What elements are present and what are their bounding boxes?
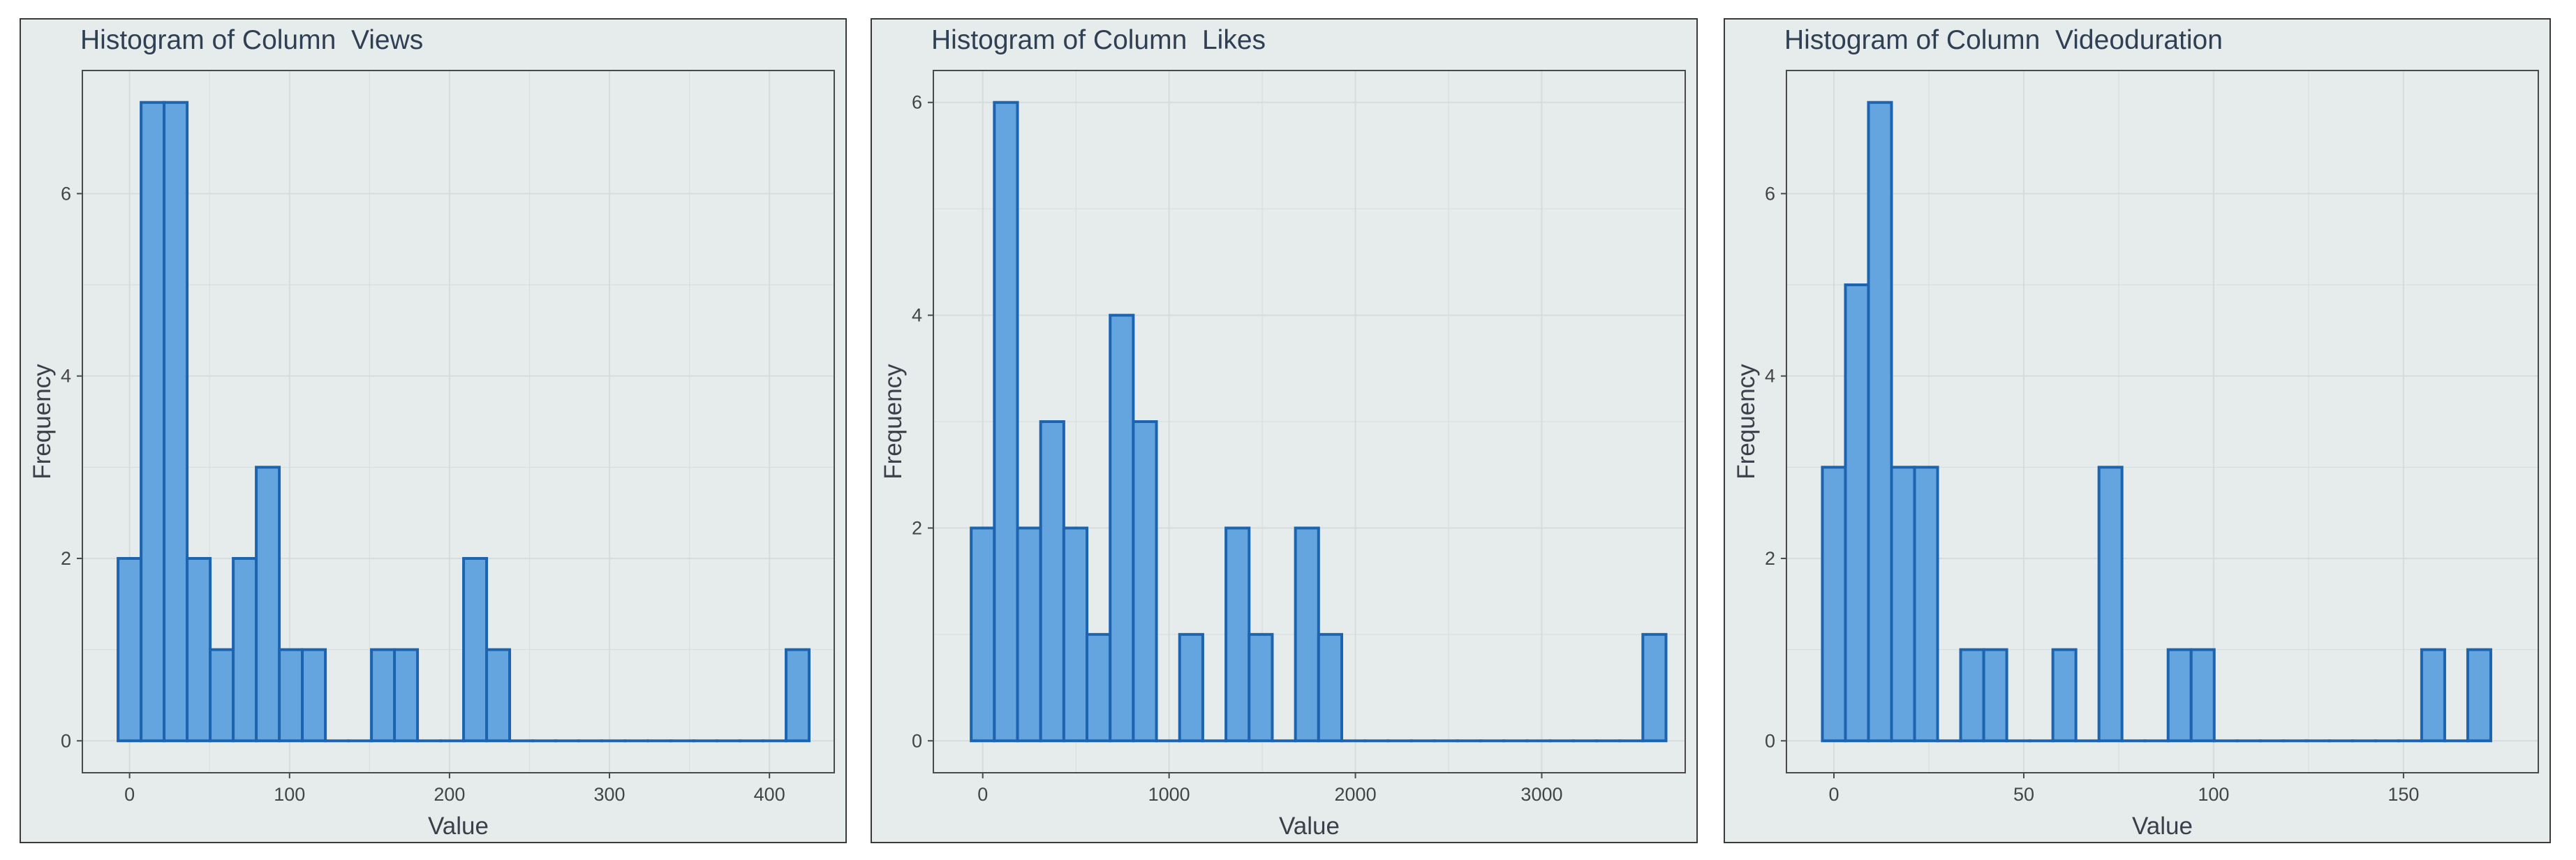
histogram-bar (1178, 632, 1204, 743)
x-tick-label: 0 (977, 784, 988, 805)
histogram-bar (1132, 420, 1158, 743)
histogram-bar (993, 101, 1019, 743)
histogram-bar (1844, 283, 1870, 743)
y-tick-label: 6 (912, 92, 922, 113)
x-tick-label: 1000 (1148, 784, 1190, 805)
y-axis-label: Frequency (880, 364, 907, 480)
histogram-bar (2166, 648, 2193, 743)
histogram-bar (1317, 632, 1343, 743)
histogram-bar (1294, 526, 1320, 743)
histogram-bar (1913, 466, 1939, 743)
plot-frame (1786, 70, 2539, 773)
chart-title: Histogram of Column Views (80, 25, 424, 55)
histogram-bar (2189, 648, 2216, 743)
histogram-bar (1016, 526, 1042, 743)
x-axis-label: Value (428, 813, 489, 840)
histogram-plot: 0 50 100 150 0 2 4 6 Value Frequency (1733, 70, 2539, 840)
y-tick-label: 0 (1765, 730, 1775, 751)
x-tick-label: 200 (434, 784, 465, 805)
x-tick-label: 50 (2013, 784, 2034, 805)
y-tick-label: 4 (61, 366, 71, 387)
histogram-bar (485, 648, 512, 743)
histogram-bar (1109, 313, 1135, 743)
histogram-bar (970, 526, 996, 743)
x-tick-label: 3000 (1520, 784, 1562, 805)
x-tick-label: 100 (2198, 784, 2229, 805)
x-tick-label: 0 (1828, 784, 1839, 805)
histogram-bar (301, 648, 327, 743)
y-axis-label: Frequency (29, 364, 56, 480)
histogram-bar (393, 648, 420, 743)
histogram-bar (785, 648, 811, 743)
histogram-bar (2420, 648, 2446, 743)
x-tick-label: 0 (124, 784, 135, 805)
x-tick-label: 100 (274, 784, 305, 805)
x-tick-label: 400 (754, 784, 785, 805)
histogram-bar (186, 556, 212, 743)
histogram-bar (2051, 648, 2078, 743)
plot-frame (82, 70, 835, 773)
y-tick-label: 2 (61, 548, 71, 569)
histogram-bar (255, 466, 281, 743)
x-axis-label: Value (2132, 813, 2193, 840)
chart-panel-videoduration: Histogram of Column Videoduration 0 50 100… (1724, 18, 2551, 843)
histogram-bar (117, 556, 143, 743)
bars (117, 101, 811, 743)
y-tick-label: 2 (912, 517, 922, 538)
y-tick-label: 4 (1765, 366, 1775, 387)
bars (970, 101, 1668, 743)
chart-panel-likes: Histogram of Column Likes 0 1000 2000 3000 0… (871, 18, 1698, 843)
y-axis-label: Frequency (1733, 364, 1760, 480)
histogram-bar (2466, 648, 2492, 743)
plot-frame (933, 70, 1686, 773)
histogram-bar (1867, 101, 1893, 743)
histogram-bar (2097, 466, 2124, 743)
histogram-plot: 0 1000 2000 3000 0 2 4 6 Value Frequency (880, 70, 1686, 840)
histogram-bar (278, 648, 304, 743)
chart-panel-views: Histogram of Column Views 0 100 200 300 400 0… (20, 18, 847, 843)
histogram-bar (370, 648, 397, 743)
histogram-bar (209, 648, 235, 743)
histogram-bar (1641, 632, 1668, 743)
histogram-bar (1062, 526, 1089, 743)
histogram-bar (1248, 632, 1274, 743)
histogram-bar (1982, 648, 2008, 743)
chart-title: Histogram of Column Likes (931, 25, 1266, 55)
histogram-bar (1959, 648, 1985, 743)
histogram-bar (1224, 526, 1251, 743)
histogram-bar (163, 101, 189, 743)
y-tick-label: 0 (912, 730, 922, 751)
bars (1821, 101, 2492, 743)
histogram-bar (1086, 632, 1112, 743)
histogram-bar (1039, 420, 1065, 743)
y-tick-label: 0 (61, 730, 71, 751)
x-tick-label: 150 (2388, 784, 2419, 805)
histogram-bar (140, 101, 166, 743)
histogram-plot: 0 100 200 300 400 0 2 4 6 Value Frequency (29, 70, 835, 840)
histogram-bar (1890, 466, 1916, 743)
y-tick-label: 2 (1765, 548, 1775, 569)
x-tick-label: 2000 (1335, 784, 1377, 805)
x-axis-label: Value (1279, 813, 1340, 840)
chart-title: Histogram of Column Videoduration (1784, 25, 2223, 55)
y-tick-label: 6 (61, 183, 71, 204)
y-tick-label: 6 (1765, 183, 1775, 204)
x-tick-label: 300 (594, 784, 626, 805)
y-tick-label: 4 (912, 305, 922, 326)
histogram-bar (1821, 466, 1847, 743)
histogram-bar (462, 556, 489, 743)
histogram-bar (232, 556, 258, 743)
